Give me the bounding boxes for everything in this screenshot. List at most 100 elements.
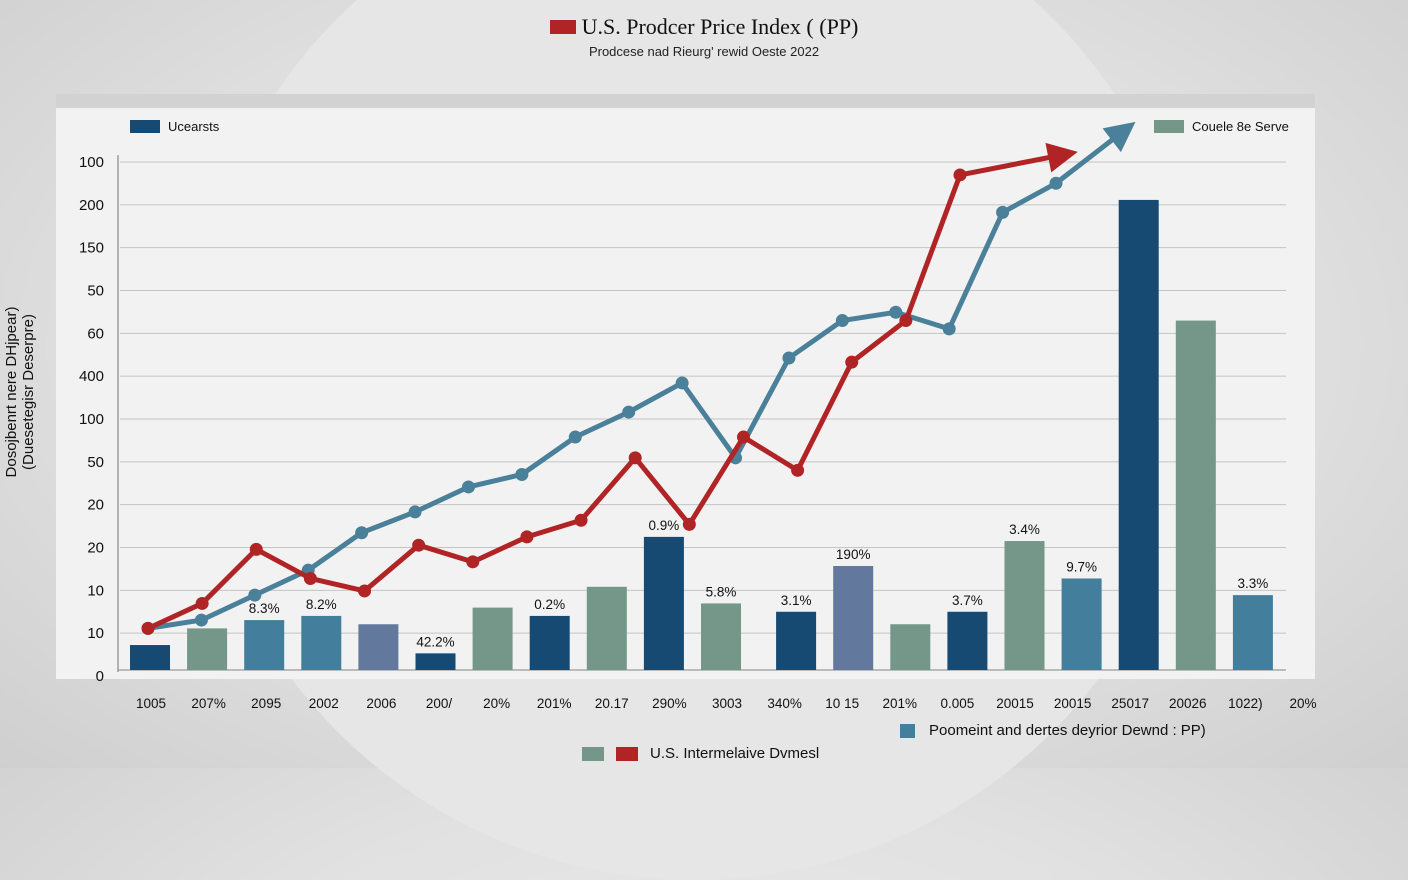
x-tick-label: 20026 (1169, 696, 1207, 711)
series-marker (249, 542, 263, 556)
bar (415, 653, 456, 670)
series-marker (515, 467, 529, 481)
plot-area (56, 94, 1315, 679)
legend-bottom-right: Poomeint and dertes deyrior Dewnd : PP) (900, 722, 1206, 739)
bar-data-label: 9.7% (1066, 559, 1097, 574)
y-tick-label: 10 (87, 582, 104, 599)
y-tick-label: 200 (79, 197, 104, 214)
series-marker (835, 314, 849, 328)
bar-data-label: 3.4% (1009, 522, 1040, 537)
x-tick-label: 20.17 (595, 696, 629, 711)
series-marker (899, 314, 913, 328)
series-marker (682, 517, 696, 531)
bar (890, 624, 931, 670)
series-marker (889, 305, 903, 319)
bar (776, 611, 817, 670)
y-tick-label: 50 (87, 454, 104, 471)
bar (1061, 578, 1102, 670)
series-marker (355, 526, 369, 540)
y-tick-label: 0 (96, 668, 104, 685)
x-tick-label: 20% (1289, 696, 1316, 711)
bar-data-label: 3.1% (781, 593, 812, 608)
bar-data-label: 8.2% (306, 597, 337, 612)
legend-bottom-right-label: Poomeint and dertes deyrior Dewnd : PP) (929, 722, 1206, 739)
series-marker (791, 463, 805, 477)
series-marker (358, 584, 372, 598)
y-tick-label: 100 (79, 411, 104, 428)
x-tick-label: 3003 (712, 696, 742, 711)
bar (1004, 541, 1045, 670)
bar (301, 615, 342, 670)
x-tick-label: 1005 (136, 696, 166, 711)
title-swatch-icon (549, 20, 576, 34)
series-marker (628, 451, 642, 465)
y-axis-title: Dosojbenrt nere DHjpear) (Duesetegisr De… (3, 222, 37, 562)
y-tick-label: 60 (87, 325, 104, 342)
series-marker (194, 613, 208, 627)
y-tick-label: 50 (87, 283, 104, 300)
y-tick-label: 20 (87, 540, 104, 557)
red-arrowhead-icon (1045, 142, 1078, 173)
red-series-line (146, 151, 1067, 631)
blue-arrowhead-icon (1102, 121, 1136, 153)
x-tick-label: 340% (767, 696, 802, 711)
x-tick-label: 25017 (1111, 696, 1149, 711)
series-marker (845, 355, 859, 369)
series-marker (1049, 176, 1063, 190)
series-marker (466, 555, 480, 569)
x-tick-label: 200/ (426, 696, 453, 711)
bar-data-label: 0.2% (534, 597, 565, 612)
x-tick-label: 10 15 (825, 696, 859, 711)
series-marker (412, 538, 426, 552)
y-axis-title-line1: Dosojbenrt nere DHjpear) (3, 306, 20, 478)
series-marker (675, 376, 689, 390)
series-marker (408, 505, 422, 519)
series-marker (195, 596, 209, 610)
series-marker (942, 322, 956, 336)
series-marker (782, 351, 796, 365)
legend-swatch-navy-icon (130, 120, 160, 133)
legend-bottom-center: U.S. Intermelaive Dvmesl (582, 745, 819, 762)
bar (643, 536, 684, 670)
title-block: U.S. Prodcer Price Index ( (PP) (0, 14, 1408, 40)
bar (1232, 595, 1273, 670)
y-tick-label: 150 (79, 240, 104, 257)
bar (187, 628, 228, 670)
series-marker (520, 530, 534, 544)
bar (358, 624, 399, 670)
x-tick-label: 2002 (309, 696, 339, 711)
chart-title: U.S. Prodcer Price Index ( (PP) (549, 14, 859, 40)
bar-data-label: 3.3% (1238, 576, 1269, 591)
x-tick-label: 290% (652, 696, 687, 711)
x-tick-label: 20% (483, 696, 510, 711)
bar (529, 615, 570, 670)
legend-bottom-center-label: U.S. Intermelaive Dvmesl (650, 745, 820, 762)
legend-swatch-red-icon (616, 746, 638, 761)
legend-top-right: Couele 8e Serve (1154, 119, 1289, 134)
series-marker (303, 571, 317, 585)
series-marker (622, 405, 636, 419)
bar-data-label: 190% (836, 547, 871, 562)
bar-data-label: 8.3% (249, 601, 280, 616)
x-tick-label: 0.005 (941, 696, 975, 711)
bar (1118, 199, 1159, 671)
blue-series-line (147, 127, 1128, 631)
bar (130, 645, 170, 670)
series-marker (248, 588, 262, 602)
bar (1175, 320, 1216, 670)
bar (947, 611, 988, 670)
bar (472, 607, 513, 670)
series-marker (574, 513, 588, 527)
series-marker (141, 621, 155, 635)
chart-title-text: U.S. Prodcer Price Index ( (PP) (581, 14, 859, 39)
legend-swatch-sage2-icon (582, 746, 604, 761)
y-axis-title-line2: (Duesetegisr Deserpre) (20, 314, 37, 470)
series-marker (461, 480, 475, 494)
x-tick-label: 1022) (1228, 696, 1263, 711)
bar (586, 586, 627, 670)
legend-top-left: Ucearsts (130, 119, 219, 134)
y-tick-label: 20 (87, 497, 104, 514)
x-tick-label: 20015 (1054, 696, 1092, 711)
y-tick-label: 100 (79, 154, 104, 171)
legend-swatch-teal-icon (900, 723, 915, 738)
